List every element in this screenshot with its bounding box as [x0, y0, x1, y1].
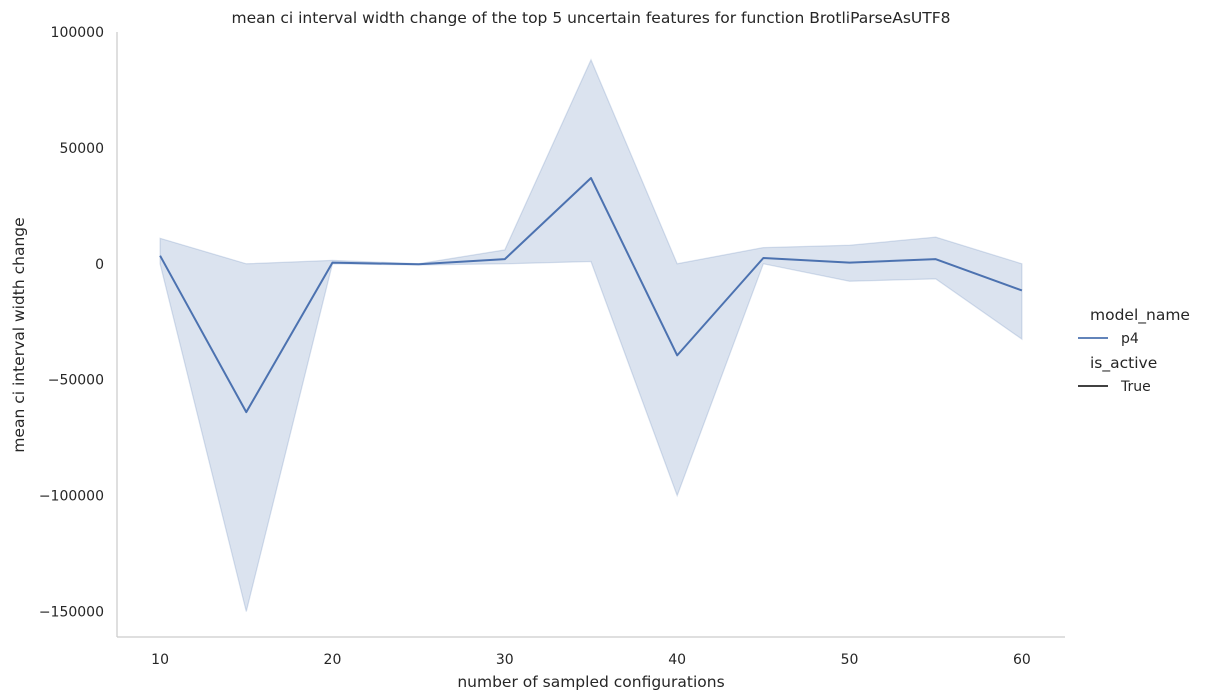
chart-title: mean ci interval width change of the top…	[231, 9, 950, 27]
y-tick-label: −100000	[39, 489, 104, 505]
legend-label-true: True	[1120, 379, 1151, 395]
legend-title-is-active: is_active	[1090, 354, 1157, 373]
x-axis-label: number of sampled configurations	[457, 673, 724, 691]
y-tick-label: −50000	[48, 373, 104, 389]
x-tick-labels: 10 20 30 40 50 60	[151, 652, 1031, 668]
x-tick-label: 40	[668, 652, 686, 668]
y-tick-labels: 100000 50000 0 −50000 −100000 −150000	[39, 25, 104, 621]
x-tick-label: 30	[496, 652, 514, 668]
y-tick-label: 50000	[59, 141, 104, 157]
y-axis-label: mean ci interval width change	[10, 217, 28, 452]
plot-area	[159, 58, 1023, 612]
legend-title-model-name: model_name	[1090, 306, 1190, 325]
x-tick-label: 50	[841, 652, 859, 668]
x-tick-label: 20	[324, 652, 342, 668]
x-tick-label: 60	[1013, 652, 1031, 668]
series-line-p4	[159, 177, 1023, 414]
legend: model_name p4 is_active True	[1078, 306, 1190, 395]
legend-label-p4: p4	[1121, 331, 1139, 347]
y-tick-label: 100000	[51, 25, 104, 41]
x-tick-label: 10	[151, 652, 169, 668]
y-tick-label: 0	[95, 257, 104, 273]
y-tick-label: −150000	[39, 605, 104, 621]
